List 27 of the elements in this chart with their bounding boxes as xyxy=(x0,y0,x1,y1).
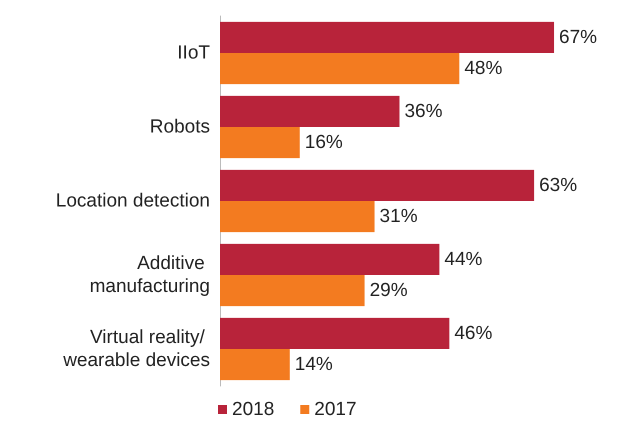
legend-label: 2017 xyxy=(314,399,357,420)
data-label: 31% xyxy=(380,206,418,228)
bar xyxy=(220,275,365,306)
bar xyxy=(220,127,300,158)
y-tick-label: Additive manufacturing xyxy=(90,253,210,297)
bar xyxy=(220,170,534,201)
data-label: 63% xyxy=(539,174,578,196)
data-label: 14% xyxy=(294,354,333,376)
bar xyxy=(220,96,400,127)
bar xyxy=(220,22,554,53)
bar xyxy=(220,244,440,275)
data-label: 48% xyxy=(464,58,502,80)
data-label: 67% xyxy=(559,26,598,48)
bar xyxy=(220,53,460,84)
y-tick-label: Virtual reality/ wearable devices xyxy=(62,327,210,371)
bar xyxy=(220,349,290,380)
bar xyxy=(220,318,450,349)
data-label: 36% xyxy=(404,100,443,122)
data-label: 44% xyxy=(444,248,483,270)
y-tick-label: Robots xyxy=(150,116,210,138)
data-label: 46% xyxy=(454,322,492,344)
bar xyxy=(220,201,375,232)
data-label: 29% xyxy=(370,280,408,302)
legend-label: 2018 xyxy=(232,399,274,420)
data-label: 16% xyxy=(304,132,343,154)
y-tick-label: IIoT xyxy=(177,42,210,64)
y-tick-label: Location detection xyxy=(56,190,210,212)
